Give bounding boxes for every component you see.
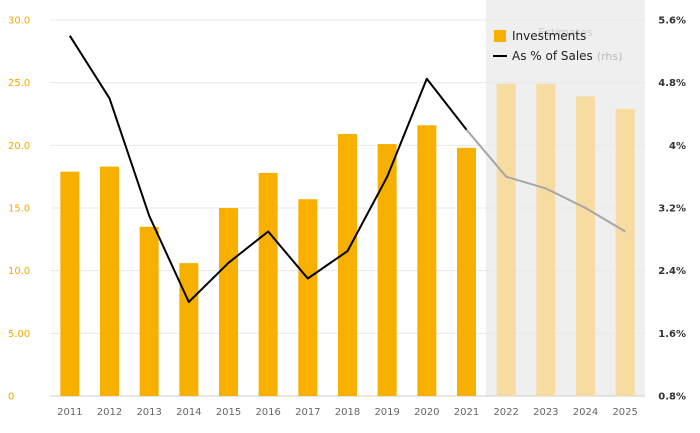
left-tick-label: 0: [8, 392, 14, 403]
bar-2012: [100, 166, 119, 396]
bar-2011: [60, 171, 80, 396]
right-tick-label: 2.4%: [658, 266, 686, 277]
left-tick-label: 10.0: [8, 266, 30, 277]
legend-sales-label: As % of Sales: [512, 49, 593, 63]
legend: Investments As % of Sales (rhs): [493, 29, 622, 63]
right-tick-label: 3.2%: [658, 204, 686, 215]
bar-2021: [457, 147, 476, 396]
bar-2024: [576, 96, 595, 396]
bar-2014: [179, 263, 199, 396]
x-tick-label: 2020: [414, 407, 439, 418]
x-tick-label: 2018: [335, 407, 360, 418]
bar-2017: [298, 199, 318, 396]
x-tick-label: 2025: [612, 407, 637, 418]
bar-2015: [219, 208, 238, 396]
x-tick-label: 2011: [57, 407, 82, 418]
right-tick-label: 1.6%: [658, 329, 686, 340]
legend-investments-label: Investments: [512, 29, 586, 43]
left-tick-label: 30.0: [8, 16, 30, 27]
x-tick-label: 2013: [136, 407, 161, 418]
bar-2025: [615, 108, 635, 396]
bar-2016: [258, 172, 278, 396]
x-tick-label: 2017: [295, 407, 320, 418]
legend-investments-swatch: [494, 30, 506, 42]
left-tick-label: 25.0: [8, 78, 30, 89]
x-tick-label: 2014: [176, 407, 201, 418]
legend-sales-entry: As % of Sales (rhs): [512, 49, 622, 63]
x-tick-label: 2024: [573, 407, 598, 418]
left-tick-label: 15.0: [8, 204, 30, 215]
x-tick-label: 2012: [97, 407, 122, 418]
x-tick-label: 2021: [454, 407, 479, 418]
right-tick-label: 4.8%: [658, 78, 686, 89]
x-tick-label: 2016: [255, 407, 280, 418]
bar-2023: [536, 83, 556, 397]
x-tick-label: 2023: [533, 407, 558, 418]
bar-2022: [496, 83, 516, 397]
right-tick-label: 4%: [669, 141, 686, 152]
left-tick-label: 20.0: [8, 141, 30, 152]
bar-2019: [377, 144, 397, 396]
x-tick-label: 2022: [493, 407, 518, 418]
left-tick-label: 5.00: [8, 329, 30, 340]
x-tick-label: 2019: [374, 407, 399, 418]
bar-2020: [417, 125, 437, 396]
bar-2013: [139, 226, 159, 396]
sales-pct-line-estimate: [465, 129, 626, 233]
estimates-label: Estimates: [538, 26, 593, 39]
right-tick-label: 5.6%: [658, 16, 686, 27]
bar-2018: [338, 134, 357, 396]
sales-pct-line-actual: [68, 35, 468, 303]
legend-rhs-suffix: (rhs): [597, 50, 623, 63]
x-tick-label: 2015: [216, 407, 241, 418]
right-tick-label: 0.8%: [658, 392, 686, 403]
